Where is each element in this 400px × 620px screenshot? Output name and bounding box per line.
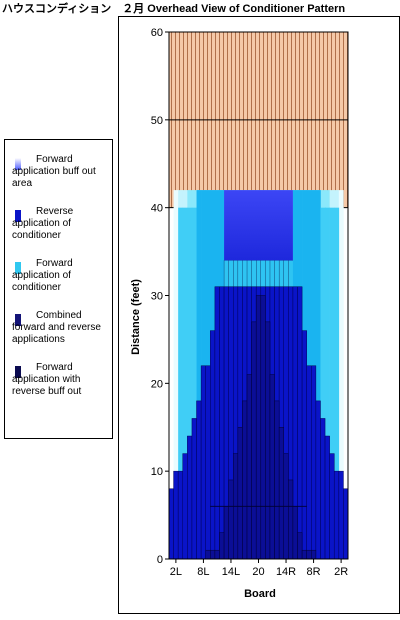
y-axis-label: Distance (feet) [130,279,142,355]
bar-combined [265,321,271,560]
y-tick-label: 60 [151,27,163,39]
bar-reverse [214,286,220,560]
bar-combined [214,549,220,560]
x-axis-label: Board [244,588,276,600]
bar-reverse [320,418,326,560]
bar-combined [210,549,216,560]
bar-combined [223,506,229,560]
x-axis: 2L 8L 14L 20 14R 8R 2R [170,559,348,578]
bar-forward [334,207,340,559]
bar-forward [187,207,193,559]
bar-reverse [205,365,211,560]
bar-combined [292,506,298,560]
y-tick-label: 40 [151,203,163,215]
x-tick-label: 14L [222,566,240,578]
center-block [224,190,293,261]
bar-reverse [333,470,340,560]
bar-combined [278,427,284,560]
chart-svg: 0 10 20 30 40 50 60 2L 8L 14L 20 14R 8R 2R Distance … [130,27,349,600]
legend-swatch-buff-out [15,158,21,170]
bar-combined [228,479,234,560]
bar-reverse [191,418,197,560]
plot-group [168,31,349,560]
x-tick-label: 20 [252,566,264,578]
legend: Forward application buff out area Revers… [4,139,113,439]
y-axis: 0 10 20 30 40 50 60 [151,27,169,566]
y-tick-label: 0 [157,554,163,566]
bar-forward [320,207,326,559]
bar-forward [178,207,184,559]
legend-swatch-combined [15,314,21,326]
bar-forward [196,190,202,559]
bar-reverse [338,470,344,560]
bar-buff-out [338,190,344,559]
bar-combined [288,479,294,560]
legend-label: Forward application buff out area [12,154,96,189]
bar-forward [329,207,335,559]
legend-swatch-forward [15,262,21,274]
bar-combined [311,549,317,560]
bar-combined [251,321,257,560]
bar-reverse [324,435,330,560]
bar-combined [269,374,275,560]
bar-combined [219,532,225,560]
legend-label: Forward application with reverse buff ou… [12,362,82,397]
bar-reverse [187,435,193,560]
bar-reverse [210,330,216,560]
chart-area: 0 10 20 30 40 50 60 2L 8L 14L 20 14R 8R 2R Distance … [118,16,400,614]
bar-combined [260,295,266,560]
x-tick-label: 8R [307,566,321,578]
bar-combined [274,400,280,560]
bar-combined [255,295,262,560]
bar-forward [325,207,330,559]
y-tick-label: 20 [151,378,163,390]
bar-forward [191,207,197,559]
y-tick-label: 50 [151,115,163,127]
bar-reverse [315,400,321,560]
bar-reverse [306,365,312,560]
bar-reverse [177,470,184,560]
bar-reverse [311,365,317,560]
bar-combined [246,374,252,560]
bar-reverse [168,488,174,560]
bar-combined [297,532,303,560]
bar-forward [182,207,188,559]
bar-combined [242,400,248,560]
bar-combined [205,549,211,560]
legend-label: Forward application of conditioner [12,258,73,293]
legend-swatch-reverse-buff-out [15,366,21,378]
bar-reverse [182,453,188,560]
y-tick-label: 30 [151,291,163,303]
x-tick-label: 2L [170,566,182,578]
legend-label: Reverse application of conditioner [12,206,74,241]
bar-reverse [343,488,349,560]
legend-label: Combined forward and reverse application… [12,310,101,345]
bar-forward [315,190,321,559]
x-tick-label: 2R [334,566,348,578]
y-tick-label: 10 [151,466,163,478]
bar-reverse [200,365,206,560]
bar-combined [301,549,307,560]
x-tick-label: 8L [197,566,209,578]
bar-buff-out [173,190,179,559]
bar-reverse [173,470,179,560]
x-tick-label: 14R [276,566,296,578]
bar-reverse [196,400,202,560]
chart-title: ハウスコンディション ２月 Overhead View of Condition… [2,3,346,15]
bar-reverse [219,286,225,560]
bar-reverse [301,330,307,560]
legend-swatch-reverse [15,210,21,222]
bar-combined [306,549,312,560]
bar-reverse [329,453,335,560]
bar-reverse [297,286,303,560]
bar-combined [237,427,243,560]
